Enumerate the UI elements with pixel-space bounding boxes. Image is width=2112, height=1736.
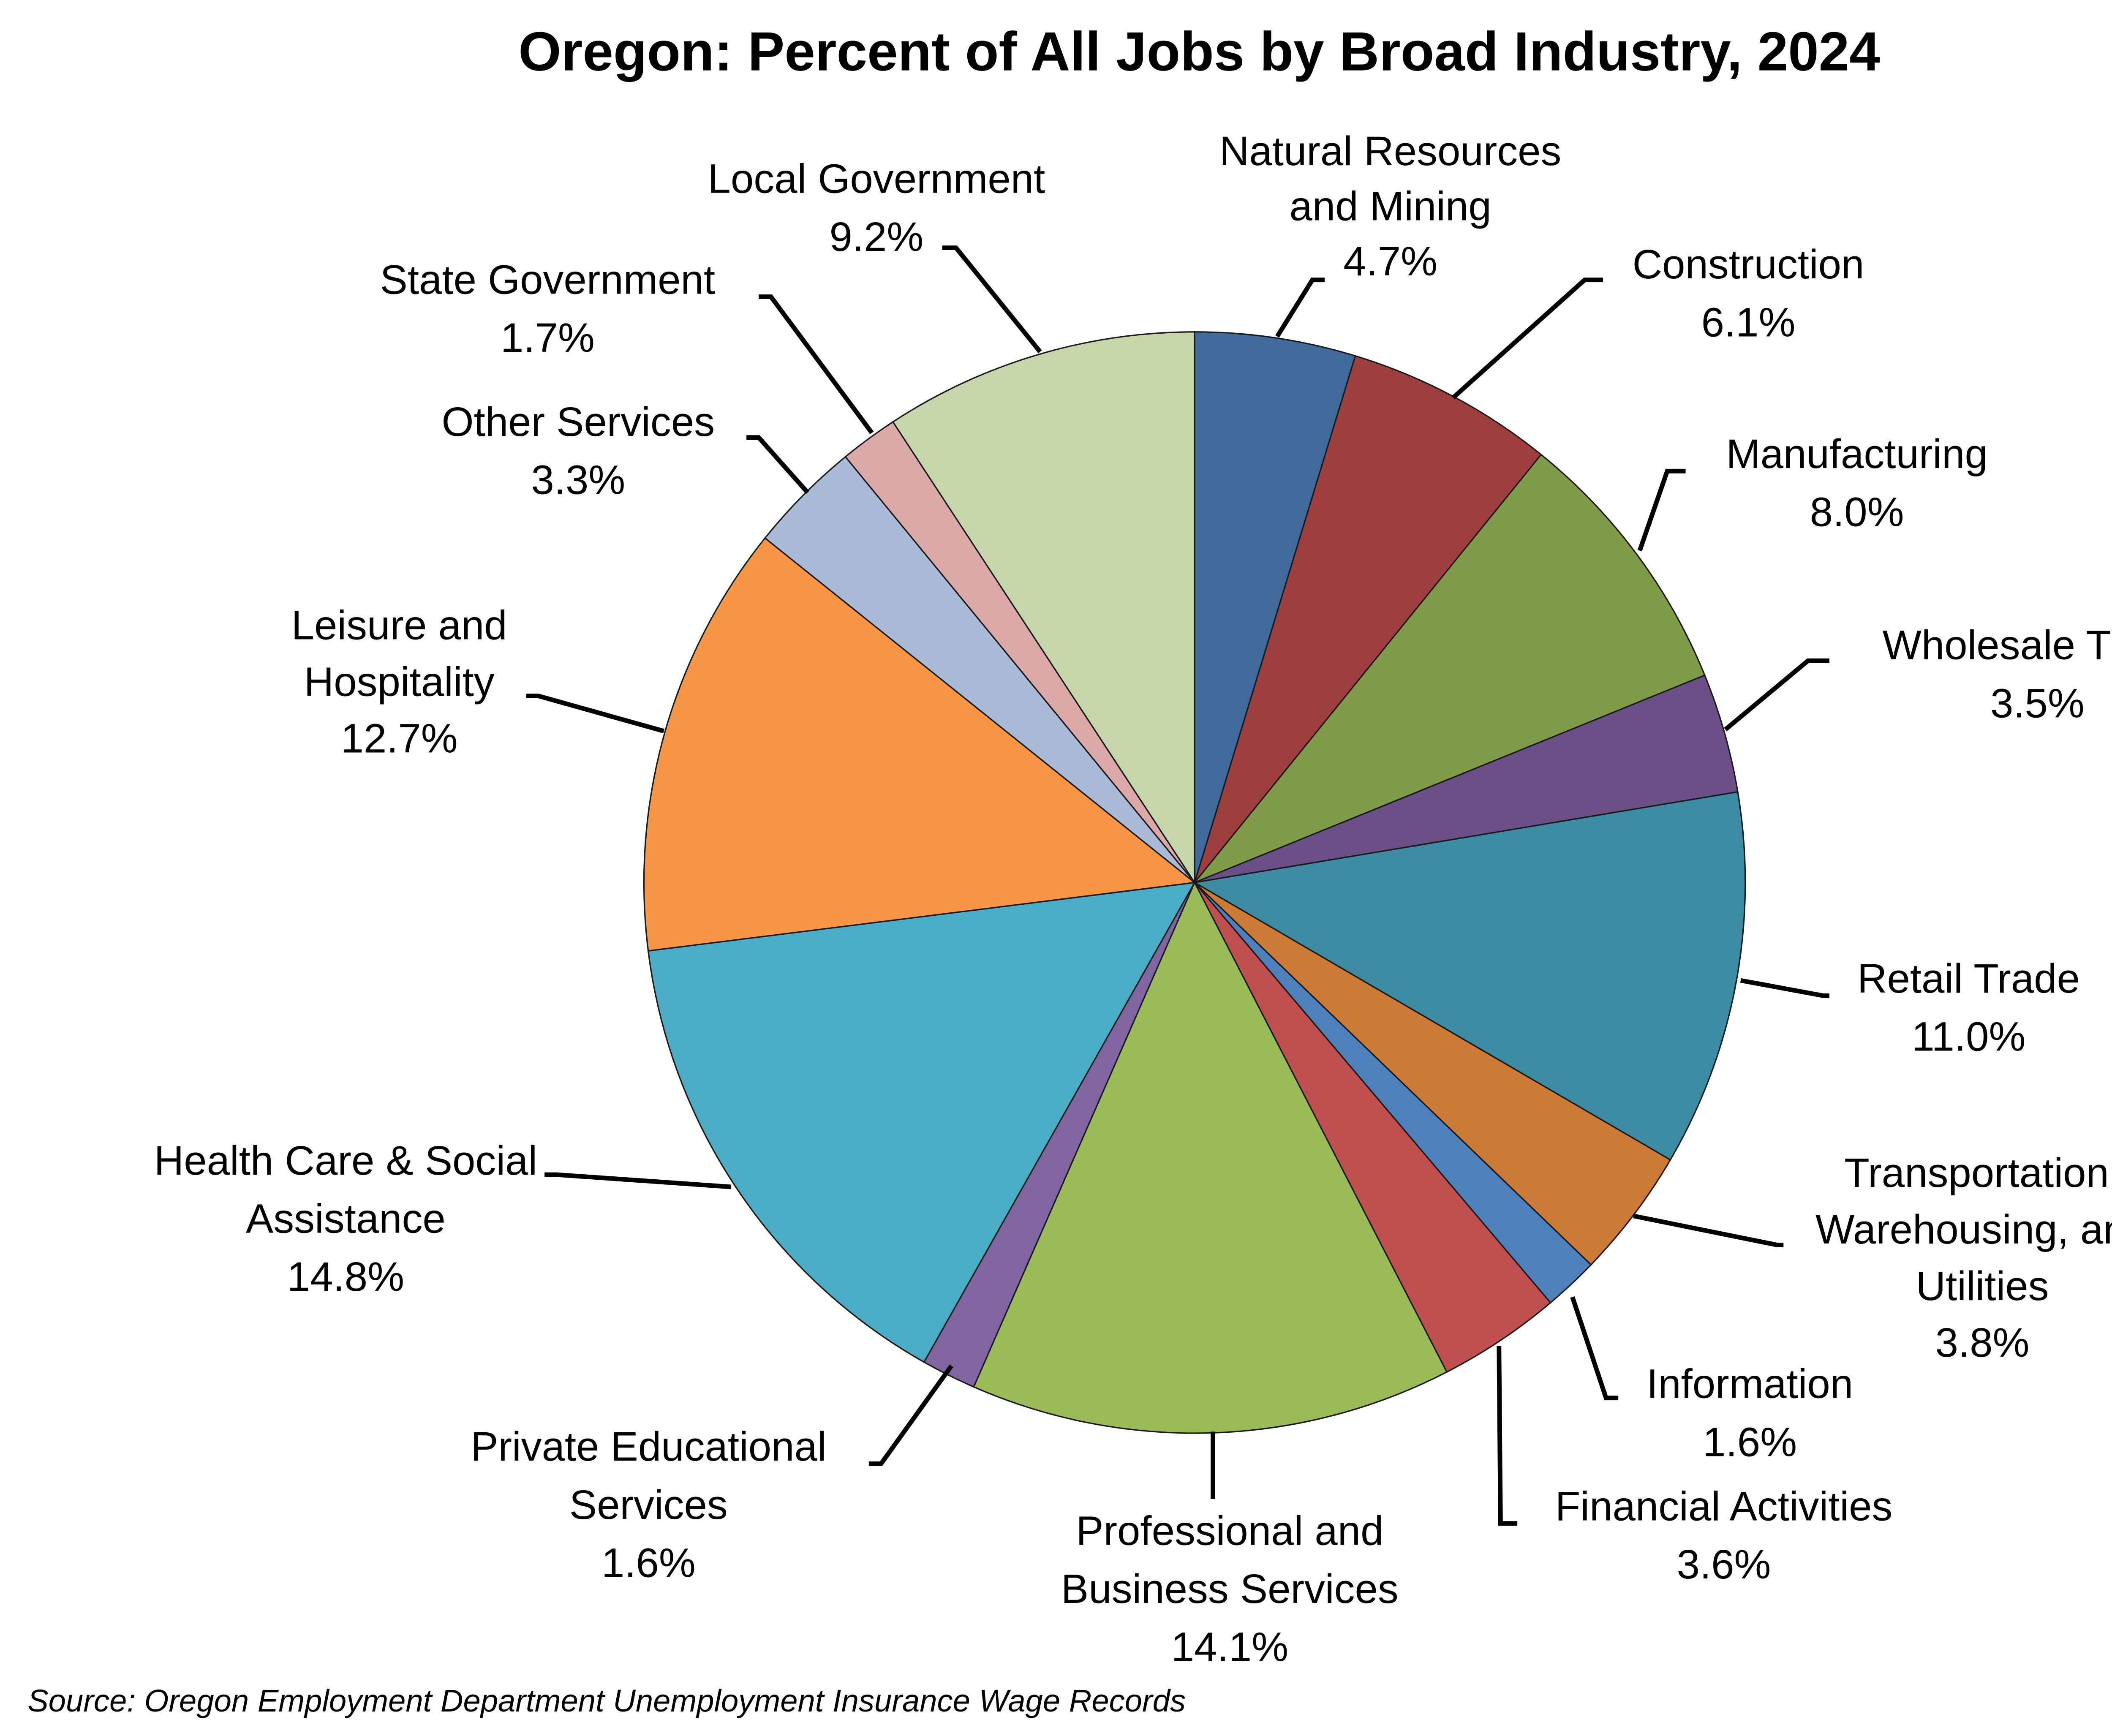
pie-slice (1192, 791, 1746, 1161)
slice-label: Wholesale Trade 3.5% (1883, 622, 2112, 727)
slice-name-line: Hospitality (304, 658, 495, 705)
slice-label: Transportation, Warehousing, and Utilities… (1815, 1149, 2112, 1366)
leader-line (1451, 278, 1603, 400)
leader-line (759, 294, 874, 435)
slice-label: Natural Resources and Mining 4.7% (1219, 128, 1562, 284)
slice-name-line: State Government (380, 256, 715, 302)
leader-line (1497, 1346, 1518, 1526)
slice-label: Retail Trade 11.0% (1857, 955, 2080, 1060)
slice-percent: 14.8% (287, 1253, 404, 1300)
slice-percent: 1.6% (601, 1539, 696, 1586)
slice-percent: 3.3% (531, 457, 625, 503)
slice-labels: Natural Resources and Mining 4.7% Construct… (154, 128, 2112, 1670)
slice-label: Manufacturing 8.0% (1726, 430, 1988, 535)
slice-percent: 1.7% (501, 314, 595, 361)
slice-name-line: Services (569, 1481, 728, 1528)
slice-percent: 4.7% (1343, 238, 1437, 284)
pie-slice (1194, 453, 1706, 883)
slice-name-line: Retail Trade (1857, 955, 2080, 1001)
slice-label: Other Services 3.3% (442, 398, 715, 503)
leader-line (1275, 278, 1325, 338)
slice-label: Professional and Business Services 14.1% (1061, 1507, 1399, 1670)
pie-slice (1194, 882, 1551, 1373)
slice-label: Local Government 9.2% (708, 155, 1045, 260)
pie-slice (647, 882, 1196, 1363)
source-note: Source: Oregon Employment Department Une… (27, 1683, 1186, 1718)
slice-percent: 9.2% (830, 213, 924, 260)
slice-name-line: Utilities (1916, 1263, 2049, 1309)
slice-name-line: Health Care & Social (154, 1137, 537, 1184)
slice-label: Information 1.6% (1647, 1361, 1853, 1465)
slice-name-line: Financial Activities (1555, 1483, 1893, 1529)
leader-line (868, 1364, 953, 1466)
leader-line (1724, 658, 1829, 732)
slice-label: Private Educational Services 1.6% (471, 1423, 826, 1586)
pie-slice (1194, 331, 1356, 883)
slice-percent: 6.1% (1701, 299, 1796, 346)
leader-line (1637, 468, 1686, 552)
slice-label: Leisure and Hospitality 12.7% (291, 602, 507, 762)
leader-line (746, 435, 810, 494)
slice-percent: 3.5% (1990, 680, 2085, 726)
slice-name-line: Wholesale Trade (1883, 622, 2112, 668)
slice-name-line: Leisure and (291, 602, 507, 648)
slice-name-line: Natural Resources (1219, 128, 1562, 174)
slice-name-line: Business Services (1061, 1565, 1399, 1612)
slice-name-line: Assistance (246, 1195, 446, 1242)
leader-line (1570, 1296, 1619, 1401)
leader-line (544, 1172, 732, 1189)
slice-name-line: Manufacturing (1726, 430, 1988, 477)
slice-percent: 14.1% (1171, 1624, 1288, 1670)
slice-label: Construction 6.1% (1633, 241, 1864, 346)
slice-percent: 11.0% (1911, 1013, 2025, 1060)
leader-line (526, 694, 665, 734)
slice-percent: 1.6% (1703, 1418, 1797, 1465)
leader-line (1633, 1214, 1784, 1248)
pie-slice (643, 537, 1197, 952)
slice-percent: 12.7% (341, 715, 458, 762)
slice-name-line: Other Services (442, 398, 715, 445)
chart-title: Oregon: Percent of All Jobs by Broad Ind… (518, 21, 1880, 82)
pie-slice (1194, 674, 1739, 884)
slice-name-line: Construction (1633, 241, 1864, 287)
slice-name-line: Information (1647, 1361, 1853, 1407)
slice-percent: 8.0% (1810, 489, 1904, 535)
slice-name-line: Local Government (708, 155, 1045, 201)
pie-slice (1194, 882, 1671, 1266)
slice-label: Health Care & Social Assistance 14.8% (154, 1137, 537, 1300)
slice-name-line: Private Educational (471, 1423, 826, 1469)
slice-percent: 3.6% (1677, 1541, 1771, 1587)
pie-slice (892, 331, 1195, 885)
leader-lines (526, 245, 1829, 1526)
slice-name-line: Transportation, (1844, 1149, 2112, 1196)
slice-name-line: and Mining (1290, 182, 1491, 229)
slice-name-line: Professional and (1076, 1507, 1383, 1554)
slice-percent: 3.8% (1935, 1319, 2030, 1366)
slice-name-line: Warehousing, and (1815, 1206, 2112, 1252)
pie-slices (643, 331, 1746, 1434)
pie-slice (764, 456, 1195, 883)
leader-line (1740, 978, 1829, 998)
leader-line (942, 245, 1042, 354)
slice-label: State Government 1.7% (380, 256, 715, 361)
slice-label: Financial Activities 3.6% (1555, 1483, 1893, 1587)
